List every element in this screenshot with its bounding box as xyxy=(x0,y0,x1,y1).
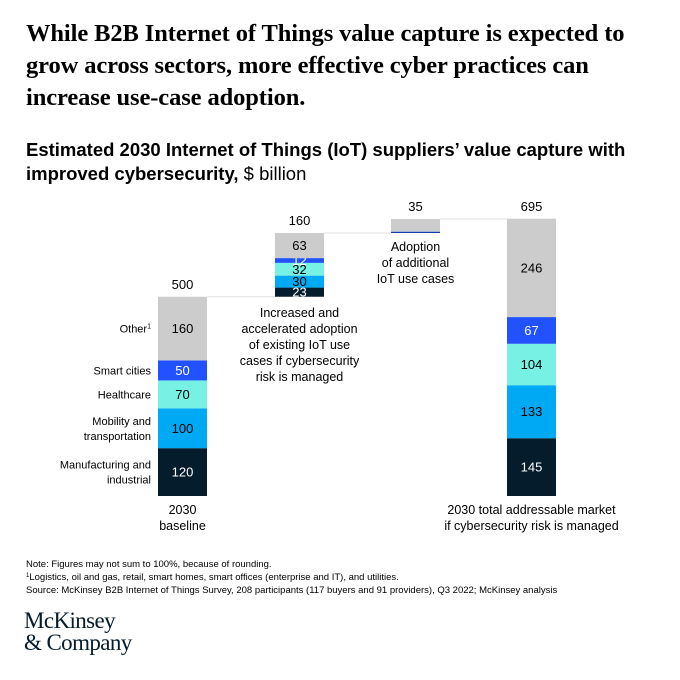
segment-label-4-line-1: Smart cities xyxy=(94,365,152,377)
segment-label-5: Other1 xyxy=(120,324,152,336)
bar-4-value-label: 246 xyxy=(521,261,543,276)
bar-1-value-label: 160 xyxy=(172,321,194,336)
bar-4-value-label: 133 xyxy=(521,404,543,419)
segment-label-2-line-2: transportation xyxy=(84,431,151,443)
bar-1-total-label: 500 xyxy=(172,277,194,292)
bar-1-segment-mobility-and-transportation xyxy=(158,408,207,449)
category-label-2-line-2: accelerated adoption xyxy=(241,322,357,336)
bar-1-segment-manufacturing-and-industrial xyxy=(158,448,207,496)
bar-4-value-label: 145 xyxy=(521,460,543,475)
category-label-4-line-2: if cybersecurity risk is managed xyxy=(444,519,618,533)
subtitle-main: Estimated 2030 Internet of Things (IoT) … xyxy=(26,139,626,184)
category-label-2-line-4: cases if cybersecurity xyxy=(240,354,360,368)
headline: While B2B Internet of Things value captu… xyxy=(26,20,625,111)
note-rounding: Note: Figures may not sum to 100%, becau… xyxy=(26,559,272,570)
bar-1-value-label: 70 xyxy=(175,387,189,402)
bar-4-segment-manufacturing-and-industrial xyxy=(507,438,556,496)
logo-line-2: & Company xyxy=(24,630,132,655)
bar-2-value-label: 30 xyxy=(292,274,306,289)
footnote-marker: 1 xyxy=(26,573,30,579)
bar-2-total-label: 160 xyxy=(289,213,311,228)
bar-4-segment-other xyxy=(507,219,556,318)
bar-3-segment-smart-cities xyxy=(391,231,440,233)
category-label-3-line-1: Adoption xyxy=(391,240,440,254)
bar-2-segment-healthcare xyxy=(275,262,324,276)
bar-1-value-label: 120 xyxy=(172,465,194,480)
bar-1-segment-smart-cities xyxy=(158,360,207,381)
category-label-1-line-2: baseline xyxy=(159,519,206,533)
category-label-4-line-1: 2030 total addressable market xyxy=(447,503,616,517)
bar-4-segment-mobility-and-transportation xyxy=(507,385,556,439)
bar-2-value-label: 32 xyxy=(292,262,306,277)
segment-label-1-line-2: industrial xyxy=(107,475,151,487)
bar-1-segment-healthcare xyxy=(158,380,207,409)
bar-2-value-label: 63 xyxy=(292,238,306,253)
category-label-2-line-5: risk is managed xyxy=(256,370,344,384)
footnote-other: 1Logistics, oil and gas, retail, smart h… xyxy=(26,572,399,583)
category-label-3-line-3: IoT use cases xyxy=(377,272,455,286)
category-label-2-line-1: Increased and xyxy=(260,306,339,320)
category-label-3-line-2: of additional xyxy=(382,256,449,270)
bar-2-segment-manufacturing-and-industrial xyxy=(275,287,324,297)
bar-1-segment-other xyxy=(158,296,207,361)
category-label-1-line-1: 2030 xyxy=(169,503,197,517)
bar-2-segment-mobility-and-transportation xyxy=(275,275,324,288)
source-note: Source: McKinsey B2B Internet of Things … xyxy=(26,585,558,596)
logo-line-1: McKinsey xyxy=(24,608,116,633)
bar-3-segment-other xyxy=(391,219,440,232)
bar-2-value-label: 23 xyxy=(292,285,306,300)
mckinsey-logo: McKinsey & Company xyxy=(24,608,132,655)
segment-label-2-line-1: Mobility and xyxy=(92,416,151,428)
bar-4-segment-smart-cities xyxy=(507,317,556,344)
bar-4-value-label: 67 xyxy=(524,323,538,338)
bar-1-value-label: 100 xyxy=(172,421,194,436)
bar-1-value-label: 50 xyxy=(175,363,189,378)
chart-subtitle: Estimated 2030 Internet of Things (IoT) … xyxy=(26,138,646,186)
bar-2-segment-other xyxy=(275,232,324,259)
segment-label-3-line-1: Healthcare xyxy=(98,389,151,401)
subtitle-unit: $ billion xyxy=(238,163,307,184)
bar-3-total-label: 35 xyxy=(408,199,422,214)
footnotes: Note: Figures may not sum to 100%, becau… xyxy=(26,558,557,597)
bar-2-segment-smart-cities xyxy=(275,258,324,263)
segment-label-1-line-1: Manufacturing and xyxy=(60,460,151,472)
bar-4-total-label: 695 xyxy=(521,199,543,214)
category-label-2-line-3: of existing IoT use xyxy=(249,338,350,352)
bar-4-value-label: 104 xyxy=(521,357,543,372)
bar-4-segment-healthcare xyxy=(507,343,556,386)
